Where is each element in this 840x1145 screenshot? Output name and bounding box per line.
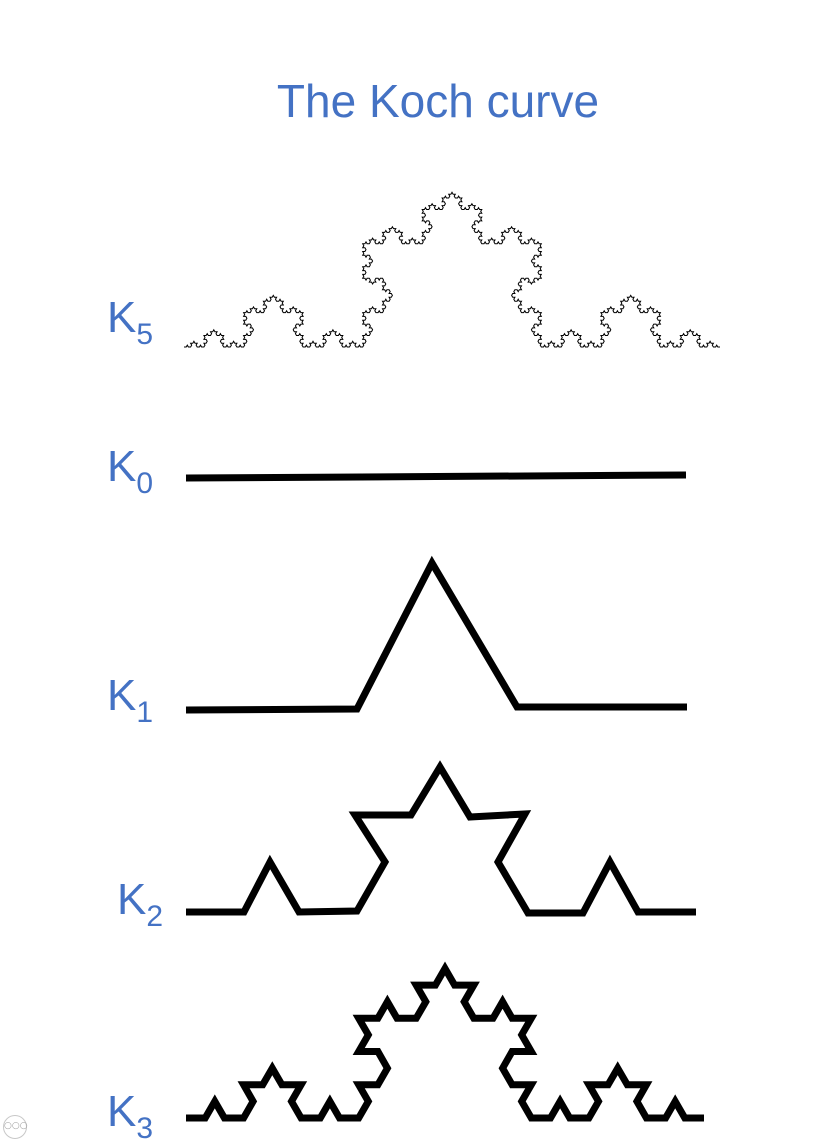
more-dots-icon[interactable]: ○○○: [3, 1115, 27, 1139]
koch-curve-k5: [184, 192, 720, 347]
koch-curve-k1: [186, 563, 687, 710]
koch-curve-k2: [186, 767, 696, 913]
koch-curve-k0: [186, 475, 686, 478]
koch-curve-k3: [186, 969, 704, 1119]
